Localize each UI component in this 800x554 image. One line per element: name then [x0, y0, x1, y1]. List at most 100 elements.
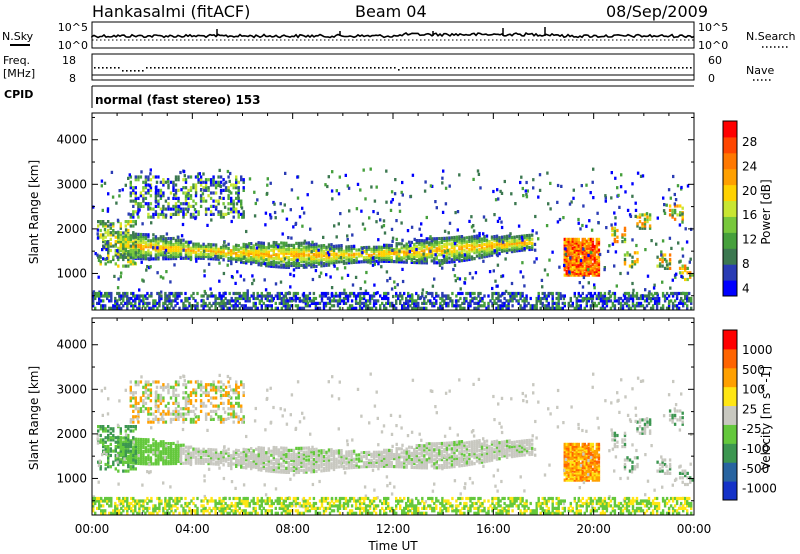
freq-dot	[542, 67, 544, 69]
data-cell	[99, 233, 102, 237]
data-cell	[230, 464, 233, 468]
data-cell	[152, 444, 155, 448]
data-cell	[573, 237, 576, 241]
data-cell	[169, 191, 173, 195]
data-cell	[179, 202, 183, 206]
freq-unit-label: [MHz]	[3, 67, 35, 80]
data-cell	[573, 262, 576, 266]
data-cell	[665, 296, 669, 301]
data-cell	[631, 260, 634, 264]
data-cell	[149, 202, 153, 206]
data-cell	[585, 248, 588, 252]
freq-dot	[378, 67, 380, 69]
data-cell	[357, 252, 361, 256]
data-cell	[156, 301, 159, 305]
data-cell	[438, 263, 442, 267]
data-cell	[118, 297, 122, 302]
data-cell	[154, 257, 158, 261]
data-cell	[118, 194, 121, 198]
data-cell	[207, 262, 211, 266]
data-cell	[132, 224, 135, 228]
data-cell	[463, 299, 466, 303]
data-cell	[117, 451, 120, 455]
data-cell	[144, 233, 148, 237]
data-cell	[172, 212, 175, 216]
data-cell	[595, 257, 599, 261]
data-cell	[237, 188, 240, 192]
data-cell	[551, 294, 554, 298]
data-cell	[147, 233, 150, 237]
data-cell	[681, 220, 684, 224]
data-cell	[569, 269, 572, 274]
data-cell	[597, 271, 601, 275]
data-cell	[187, 252, 190, 256]
data-cell	[230, 259, 233, 263]
data-cell	[546, 273, 549, 277]
data-cell	[152, 243, 155, 247]
data-cell	[372, 245, 376, 249]
data-cell	[425, 255, 428, 259]
data-cell	[256, 198, 259, 202]
data-cell	[587, 241, 590, 245]
data-cell	[281, 232, 284, 236]
data-cell	[260, 251, 263, 255]
data-cell	[196, 291, 199, 296]
data-cell	[277, 265, 280, 269]
data-cell	[257, 243, 260, 247]
data-cell	[663, 253, 667, 257]
data-cell	[539, 296, 542, 301]
data-cell	[257, 456, 260, 460]
data-cell	[177, 244, 180, 248]
data-cell	[138, 301, 141, 305]
data-cell	[559, 306, 562, 310]
data-cell	[157, 444, 160, 448]
data-cell	[423, 189, 427, 193]
data-cell	[202, 254, 205, 258]
data-cell	[393, 250, 396, 254]
data-cell	[232, 251, 235, 255]
data-cell	[474, 271, 478, 275]
data-cell	[587, 257, 590, 261]
data-cell	[365, 247, 368, 252]
data-cell	[491, 294, 494, 298]
data-cell	[184, 445, 188, 449]
data-cell	[691, 273, 694, 277]
data-cell	[277, 454, 280, 458]
data-cell	[503, 291, 506, 296]
data-cell	[579, 262, 582, 266]
data-cell	[235, 178, 238, 182]
data-cell	[122, 436, 125, 440]
data-cell	[289, 285, 292, 289]
data-cell	[655, 299, 659, 303]
data-cell	[260, 296, 263, 301]
data-cell	[167, 454, 170, 458]
data-cell	[585, 250, 588, 254]
data-cell	[222, 463, 225, 467]
data-cell	[189, 188, 193, 192]
freq-dot	[686, 67, 688, 69]
freq-dot	[458, 67, 460, 69]
data-cell	[137, 238, 140, 242]
data-cell	[265, 248, 268, 252]
data-cell	[102, 233, 105, 237]
data-cell	[212, 458, 215, 462]
data-cell	[157, 458, 160, 462]
data-cell	[117, 257, 120, 262]
data-cell	[447, 294, 450, 298]
data-cell	[187, 447, 190, 451]
data-cell	[282, 460, 285, 464]
data-cell	[332, 252, 336, 257]
data-cell	[134, 447, 137, 451]
data-cell	[383, 249, 386, 253]
data-cell	[626, 271, 630, 275]
data-cell	[351, 283, 355, 287]
data-cell	[470, 247, 474, 251]
data-cell	[635, 294, 639, 298]
data-cell	[605, 296, 609, 301]
data-cell	[627, 296, 631, 301]
data-cell	[112, 244, 115, 248]
data-cell	[425, 253, 428, 257]
data-cell	[102, 294, 105, 298]
data-cell	[337, 246, 341, 250]
data-cell	[338, 306, 342, 310]
